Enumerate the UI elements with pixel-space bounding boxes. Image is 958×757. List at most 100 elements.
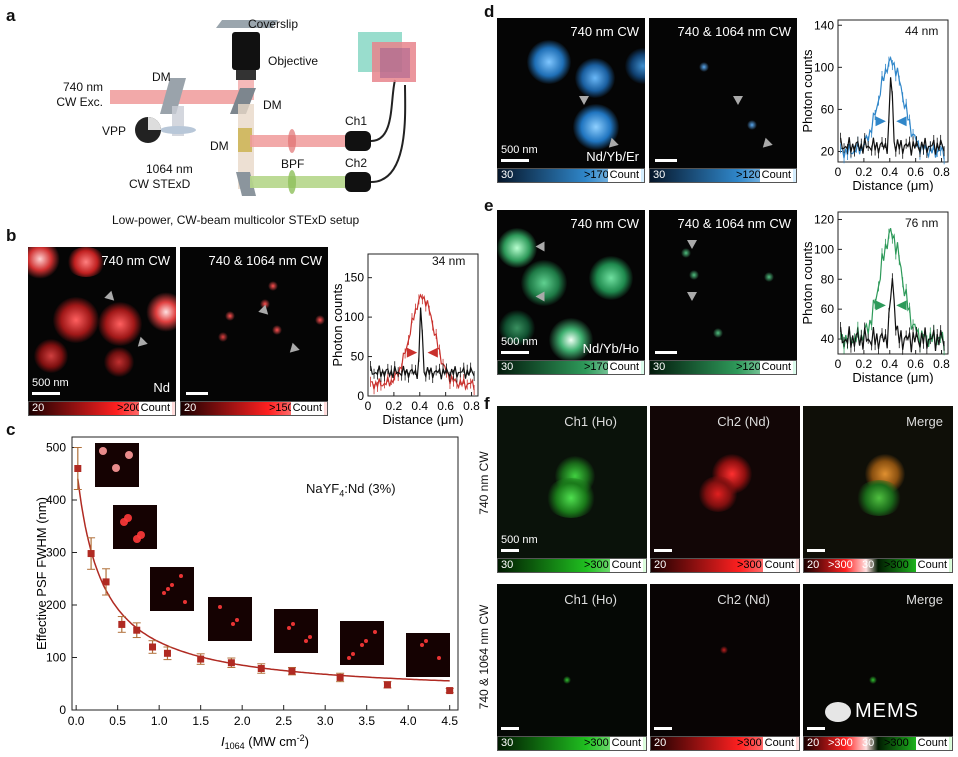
b-profile-xlabel: Distance (μm) bbox=[382, 412, 463, 426]
dm3-shape bbox=[238, 128, 252, 152]
bpf-label: BPF bbox=[281, 157, 305, 171]
b-fwhm-label: 34 nm bbox=[432, 254, 466, 268]
c-inset-spot bbox=[291, 622, 295, 626]
e-profile-fwhm-arrow-left bbox=[875, 300, 886, 311]
d-profile-xtick-label: 0.6 bbox=[907, 165, 924, 179]
e-img2-label: 740 & 1064 nm CW bbox=[677, 216, 791, 231]
c-data-point bbox=[383, 681, 391, 689]
d-image-stexd: 740 & 1064 nm CW bbox=[649, 18, 797, 168]
c-inset-spot bbox=[99, 447, 107, 455]
e-colorbar-2: 30 >120 Count bbox=[649, 360, 797, 375]
c-data-point bbox=[149, 643, 157, 651]
c-inset-spot bbox=[231, 622, 235, 626]
panel-label-f: f bbox=[484, 394, 490, 413]
d-profile-series-1 bbox=[840, 77, 945, 156]
c-inset-spot bbox=[183, 600, 187, 604]
e-profile-frame bbox=[837, 211, 949, 355]
c-ytick-label: 300 bbox=[46, 546, 66, 560]
f-r1-col3-label: Merge bbox=[906, 414, 943, 429]
e-image-confocal: 740 nm CW Nd/Yb/Ho 500 nm bbox=[497, 210, 645, 360]
panel-label-d: d bbox=[484, 2, 495, 21]
c-inset-spot bbox=[308, 635, 312, 639]
c-annotation: NaYF4:Nd (3%) bbox=[306, 481, 396, 499]
b-profile-xtick-label: 0.4 bbox=[411, 399, 428, 413]
e-scale-label: 500 nm bbox=[501, 336, 538, 348]
c-inset-image bbox=[274, 609, 318, 653]
f-r1-colorbar-green: 30 >300 Count bbox=[497, 558, 647, 573]
objective-shape bbox=[232, 32, 260, 70]
c-ytick-label: 200 bbox=[46, 598, 66, 612]
c-data-point bbox=[288, 667, 296, 675]
c-xtick-label: 2.5 bbox=[275, 714, 292, 728]
c-xtick-label: 0.5 bbox=[109, 714, 126, 728]
f-r1-col1-label: Ch1 (Ho) bbox=[564, 414, 617, 429]
d-fwhm-label: 44 nm bbox=[905, 24, 939, 38]
wechat-icon bbox=[825, 702, 851, 722]
c-plot-frame bbox=[71, 436, 459, 711]
setup-diagram bbox=[110, 20, 416, 196]
b-profile-fwhm-arrow-right bbox=[427, 347, 438, 358]
lens-shape bbox=[160, 126, 196, 134]
c-inset-spot bbox=[347, 656, 351, 660]
panel-label-e: e bbox=[484, 196, 494, 215]
b-profile-fwhm-arrow-left bbox=[406, 347, 418, 358]
dm2-shape bbox=[230, 88, 256, 114]
b-profile-series-1 bbox=[370, 307, 475, 380]
f-r2-colorbar-merge: 20 >300 30 >300 Count bbox=[803, 736, 953, 751]
f-r2-colorbar-red: 20 >300 Count bbox=[650, 736, 800, 751]
dm1-shape bbox=[160, 78, 186, 114]
b-profile-xtick-label: 0.6 bbox=[437, 399, 454, 413]
watermark-text: MEMS bbox=[855, 700, 919, 722]
c-data-point bbox=[446, 687, 454, 695]
c-inset-spot bbox=[420, 643, 424, 647]
bpf1-shape bbox=[288, 129, 296, 153]
c-xtick-label: 4.0 bbox=[400, 714, 417, 728]
vpp-label: VPP bbox=[102, 124, 127, 138]
b-profile-ytick-label: 150 bbox=[344, 271, 364, 285]
c-xlabel: I1064 (MW cm-2) bbox=[221, 733, 309, 751]
f-r2-ch1: Ch1 (Ho) bbox=[497, 584, 647, 736]
e-profile-xtick-label: 0.8 bbox=[933, 357, 950, 371]
b-image-stexd: 740 & 1064 nm CW bbox=[180, 247, 328, 401]
b-profile-xtick-label: 0 bbox=[365, 399, 372, 413]
d-element-label: Nd/Yb/Er bbox=[586, 149, 639, 164]
f-r2-col2-label: Ch2 (Nd) bbox=[717, 592, 770, 607]
sted-label-2: CW STExD bbox=[129, 177, 191, 191]
ch1-detector bbox=[345, 131, 371, 151]
d-profile-xtick-label: 0 bbox=[835, 165, 842, 179]
d-image-confocal: 740 nm CW Nd/Yb/Er 500 nm bbox=[497, 18, 645, 168]
e-colorbar-1: 30 >170 Count bbox=[497, 360, 645, 375]
ch2-detector bbox=[345, 172, 371, 192]
e-profile-ytick-label: 120 bbox=[814, 212, 834, 226]
c-inset-image bbox=[150, 567, 194, 611]
c-inset-spot bbox=[235, 618, 239, 622]
dm1-label: DM bbox=[152, 70, 171, 84]
panel-label-c: c bbox=[6, 420, 16, 439]
c-inset-spot bbox=[360, 643, 364, 647]
b-colorbar-1: 20 >200 Count bbox=[28, 401, 176, 416]
f-r1-ch1: Ch1 (Ho) 500 nm bbox=[497, 406, 647, 558]
c-data-point bbox=[197, 655, 205, 663]
d-profile-xtick-label: 0.8 bbox=[933, 165, 950, 179]
c-ytick-label: 100 bbox=[46, 651, 66, 665]
e-profile-xtick-label: 0.6 bbox=[907, 357, 924, 371]
f-r1-colorbar-red: 20 >300 Count bbox=[650, 558, 800, 573]
sted-label-1: 1064 nm bbox=[146, 162, 193, 176]
c-inset-spot bbox=[125, 451, 133, 459]
c-xtick-label: 1.5 bbox=[192, 714, 209, 728]
c-ylabel: Effective PSF FWHM (nm) bbox=[34, 497, 49, 650]
e-element-label: Nd/Yb/Ho bbox=[582, 341, 639, 356]
b-scale-label: 500 nm bbox=[32, 377, 69, 389]
b-profile-ytick-label: 100 bbox=[344, 310, 364, 324]
e-profile-fwhm-arrow-right bbox=[896, 300, 907, 311]
c-inset-spot bbox=[304, 639, 308, 643]
c-inset-spot bbox=[162, 591, 166, 595]
f-r2-colorbar-green: 30 >300 Count bbox=[497, 736, 647, 751]
f-r2-ch2: Ch2 (Nd) bbox=[650, 584, 800, 736]
e-image-stexd: 740 & 1064 nm CW bbox=[649, 210, 797, 360]
d-scale-label: 500 nm bbox=[501, 144, 538, 156]
c-data-point bbox=[227, 659, 235, 667]
c-xtick-label: 2.0 bbox=[234, 714, 251, 728]
e-profile-xlabel: Distance (μm) bbox=[852, 370, 933, 384]
d-profile-xtick-label: 0.2 bbox=[856, 165, 873, 179]
